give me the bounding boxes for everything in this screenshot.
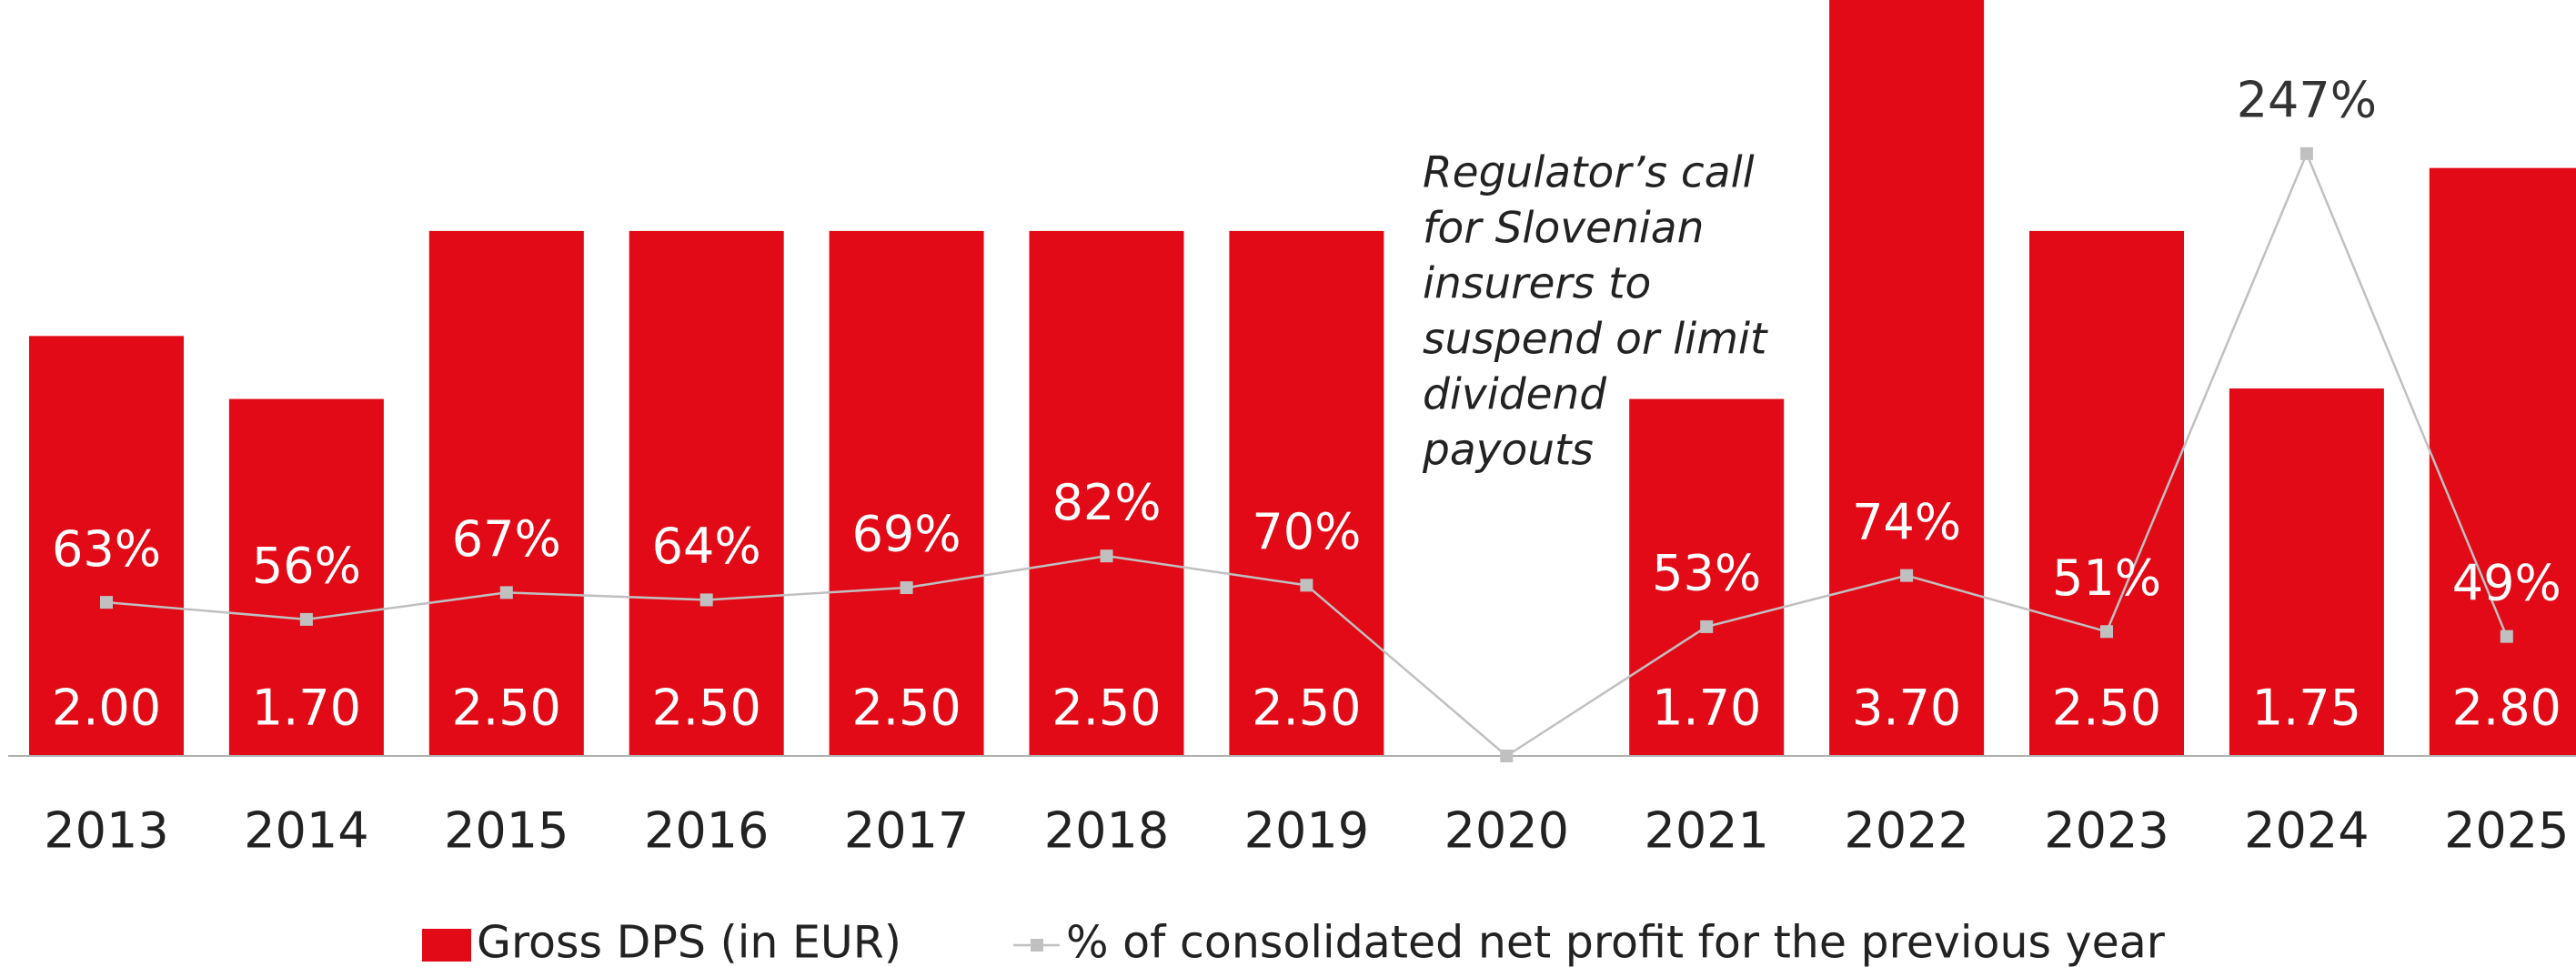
line-marker <box>499 586 513 599</box>
x-tick-label: 2016 <box>644 802 769 860</box>
bar <box>228 398 384 756</box>
bar <box>2429 167 2576 756</box>
bar-value-label: 2.50 <box>1252 680 1361 737</box>
bar <box>2029 230 2184 756</box>
legend-swatch <box>422 929 471 962</box>
annotation: payouts <box>1422 426 1594 476</box>
line-marker <box>2500 630 2513 643</box>
line-value-label: 63% <box>52 520 161 578</box>
annotation: dividend <box>1423 370 1607 420</box>
line-marker <box>900 581 913 595</box>
x-tick-label: 2023 <box>2044 802 2168 860</box>
x-tick-label: 2018 <box>1044 802 1169 860</box>
bar-value-label: 1.70 <box>252 680 361 737</box>
x-tick-label: 2014 <box>244 802 368 860</box>
line-marker <box>1700 619 1714 633</box>
x-tick-label: 2017 <box>844 802 969 860</box>
line-marker <box>1500 750 1514 762</box>
line-value-label: 67% <box>452 510 561 568</box>
annotation: suspend or limit <box>1423 315 1768 365</box>
line-marker <box>2299 146 2313 160</box>
bar-value-label: 2.50 <box>452 680 561 737</box>
annotation: for Slovenian <box>1423 204 1704 254</box>
line-value-label: 49% <box>2452 554 2561 611</box>
line-value-label: 53% <box>1652 545 1761 602</box>
x-tick-label: 2022 <box>1844 802 1968 860</box>
bar-value-label: 2.50 <box>851 680 961 737</box>
bar-value-label: 2.50 <box>652 680 761 737</box>
bar-value-label: 2.50 <box>1052 680 1161 737</box>
line-marker <box>699 593 713 607</box>
bar <box>829 230 984 756</box>
legend-label: Gross DPS (in EUR) <box>477 917 901 967</box>
line-value-label: 74% <box>1852 493 1961 550</box>
line-marker <box>1100 549 1113 563</box>
x-tick-label: 2025 <box>2444 802 2569 860</box>
bar <box>1229 230 1384 756</box>
bar-value-label: 3.70 <box>1852 680 1961 737</box>
bar-value-label: 2.80 <box>2452 680 2561 737</box>
x-tick-label: 2019 <box>1244 802 1369 860</box>
line-value-label: 64% <box>652 518 761 575</box>
bar <box>428 230 584 756</box>
line-marker <box>2100 625 2113 639</box>
line-value-label: 51% <box>2052 549 2161 607</box>
legend-marker <box>1031 939 1043 952</box>
bar-value-label: 2.00 <box>52 680 161 737</box>
x-tick-label: 2020 <box>1444 802 1569 860</box>
bar <box>629 230 784 756</box>
bar <box>1829 0 1985 756</box>
line-marker <box>100 596 113 609</box>
line-value-label: 70% <box>1252 503 1361 560</box>
bar-value-label: 1.70 <box>1652 680 1761 737</box>
x-tick-label: 2021 <box>1644 802 1768 860</box>
line-marker <box>1300 579 1313 592</box>
x-tick-label: 2024 <box>2244 802 2369 860</box>
x-tick-label: 2015 <box>444 802 569 860</box>
x-tick-label: 2013 <box>44 802 168 860</box>
bar <box>2229 388 2384 756</box>
line-marker <box>299 612 313 626</box>
bar <box>1029 230 1184 756</box>
line-value-label: 247% <box>2237 72 2377 129</box>
line-value-label: 56% <box>252 538 361 595</box>
line-value-label: 82% <box>1052 474 1161 531</box>
annotation: insurers to <box>1423 259 1651 309</box>
bar-value-label: 1.75 <box>2252 680 2361 737</box>
legend-label: % of consolidated net profit for the pre… <box>1066 917 2166 967</box>
bar <box>29 336 184 756</box>
bar-value-label: 2.50 <box>2052 680 2161 737</box>
line-marker <box>1900 569 1914 582</box>
line-value-label: 69% <box>852 506 961 563</box>
bar <box>1629 398 1785 756</box>
annotation: Regulator’s call <box>1423 148 1755 198</box>
